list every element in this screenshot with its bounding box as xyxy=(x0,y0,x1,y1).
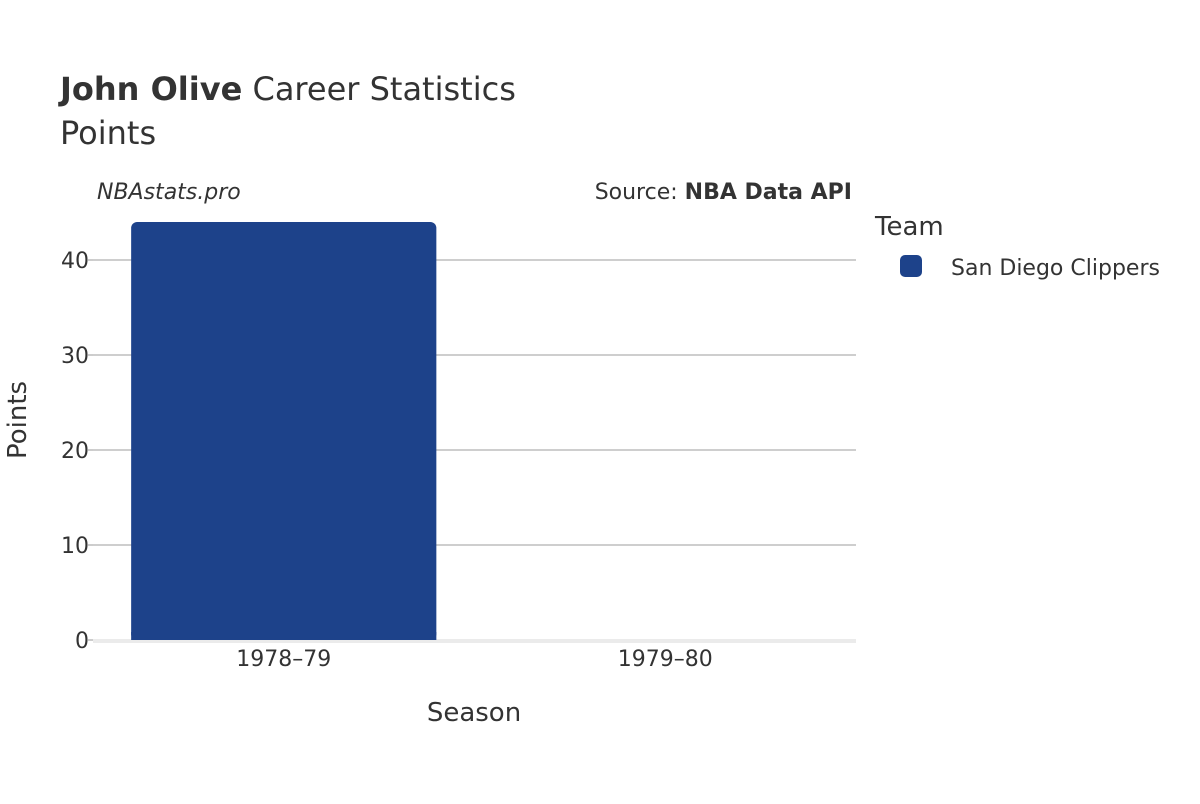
watermark: NBAstats.pro xyxy=(97,180,241,205)
source-credit: Source: NBA Data API xyxy=(595,180,852,205)
y-axis-label: Points xyxy=(3,381,33,459)
chart-title-bold: John Olive xyxy=(58,70,242,108)
y-tick-label: 0 xyxy=(75,629,89,654)
x-axis-label: Season xyxy=(427,698,521,728)
legend-swatch[interactable] xyxy=(900,255,922,277)
legend-items[interactable]: San Diego Clippers xyxy=(900,255,1160,281)
y-tick-label: 20 xyxy=(61,439,89,464)
legend-label[interactable]: San Diego Clippers xyxy=(951,256,1160,281)
y-tick-label: 30 xyxy=(61,344,89,369)
chart-title: John Olive Career Statistics xyxy=(58,70,516,108)
y-axis-ticks: 0 10 20 30 40 xyxy=(61,249,93,654)
source-prefix: Source: xyxy=(595,180,685,205)
bar-1978–79[interactable] xyxy=(131,222,437,640)
legend-title: Team xyxy=(874,212,944,242)
source-name: NBA Data API xyxy=(685,180,852,205)
y-tick-label: 40 xyxy=(61,249,89,274)
x-tick-label: 1978–79 xyxy=(236,647,331,672)
chart-title-rest: Career Statistics xyxy=(242,70,516,108)
bar-base xyxy=(131,632,437,640)
y-tick-label: 10 xyxy=(61,534,89,559)
bars xyxy=(131,222,437,640)
chart-subtitle: Points xyxy=(60,114,156,152)
x-tick-label: 1979–80 xyxy=(618,647,713,672)
x-axis-ticks: 1978–79 1979–80 xyxy=(236,647,712,672)
